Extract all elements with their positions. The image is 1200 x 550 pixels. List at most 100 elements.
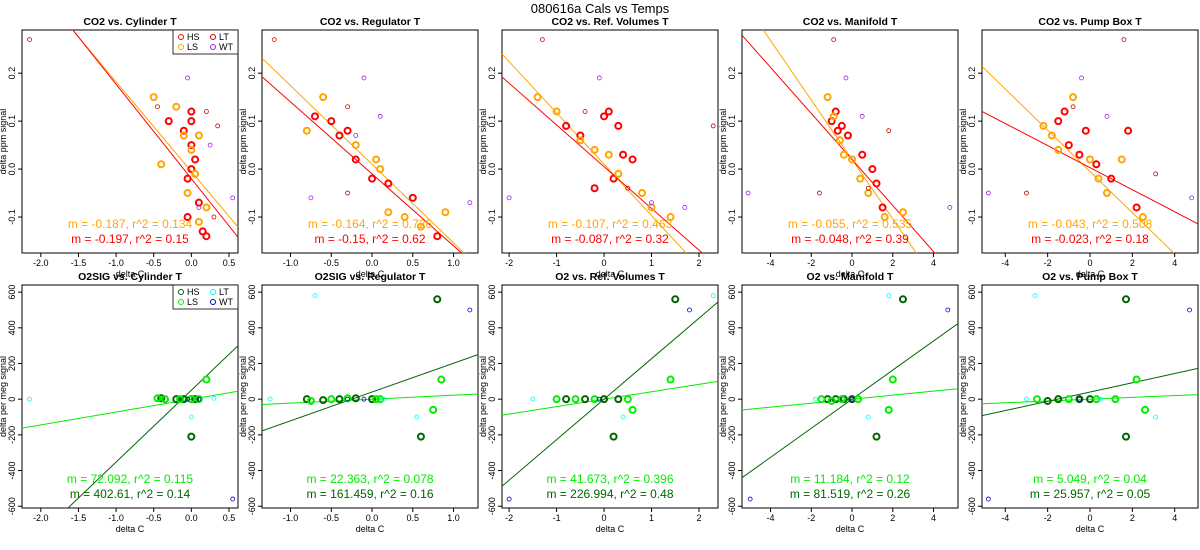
data-point-hs [878, 203, 887, 212]
legend-label: HS [187, 287, 200, 297]
legend-marker [178, 44, 184, 50]
regression-line-1 [502, 53, 687, 253]
data-point-hs [335, 395, 344, 404]
stat-text-2: m = -0.197, r^2 = 0.15 [71, 232, 189, 246]
regression-line-2 [982, 367, 1198, 417]
data-point-wt [506, 195, 512, 201]
data-point-hs [600, 112, 609, 121]
data-point-ls [856, 174, 865, 183]
x-tick-label: -4 [767, 513, 775, 523]
data-point-wt [196, 205, 202, 210]
data-point-hs [433, 295, 442, 304]
x-tick-label: -2 [1044, 258, 1052, 268]
data-point-wt [1187, 307, 1192, 313]
y-tick-label: 200 [7, 356, 17, 371]
data-point-ls [1117, 155, 1126, 164]
y-axis-label: delta per meg signal [0, 356, 8, 437]
data-point-wt [649, 200, 654, 206]
y-tick-label: -600 [7, 497, 17, 515]
legend-box [172, 29, 239, 55]
data-point-hs [671, 295, 680, 304]
panel-title: O2SIG vs. Regulator T [315, 271, 426, 283]
data-point-wt [506, 496, 512, 502]
data-point-wt [377, 113, 383, 119]
x-tick-label: -0.5 [146, 258, 162, 268]
data-point-hs [183, 213, 192, 222]
data-point-lt [267, 396, 273, 402]
data-point-ls [351, 141, 360, 150]
legend-marker [210, 289, 216, 295]
y-tick-label: 0 [247, 397, 257, 402]
x-tick-label: -1.5 [71, 258, 87, 268]
data-point-hs [187, 432, 196, 441]
data-point-hs [1075, 395, 1084, 404]
stat-text-2: m = 81.519, r^2 = 0.26 [790, 487, 911, 501]
data-point-ls [179, 131, 188, 140]
y-tick-label: 400 [967, 320, 977, 335]
x-axis-label: delta C [356, 524, 385, 534]
data-point-hs [562, 395, 571, 404]
data-point-lt [865, 414, 871, 420]
plot-area [262, 37, 473, 253]
legend-label: LT [219, 287, 229, 297]
legend-marker [178, 289, 184, 295]
y-tick-label: -600 [487, 497, 497, 515]
regression-line-1 [982, 394, 1198, 405]
data-point-ls [160, 395, 169, 404]
stat-text-1: m = 22.363, r^2 = 0.078 [306, 472, 433, 486]
y-tick-label: 0.2 [727, 67, 737, 80]
data-point-wt [345, 396, 350, 402]
legend-label: LT [219, 32, 229, 42]
data-point-wt [1104, 113, 1110, 119]
data-point-ls [854, 395, 863, 404]
data-point-hs [183, 174, 192, 183]
x-tick-label: -0.5 [324, 258, 340, 268]
data-point-lt [27, 396, 32, 402]
x-tick-label: 2 [890, 258, 895, 268]
data-point-hs [837, 121, 846, 130]
data-point-hs [157, 394, 166, 403]
x-axis-label: delta C [836, 524, 865, 534]
plot-area [262, 293, 478, 441]
y-tick-label: -200 [727, 426, 737, 444]
data-point-hs [327, 117, 336, 126]
data-point-ls [888, 375, 897, 384]
stat-text-2: m = -0.087, r^2 = 0.32 [551, 232, 669, 246]
y-axis-label: delta per meg signal [478, 356, 488, 437]
data-point-wt [985, 496, 991, 502]
data-point-wt [361, 396, 367, 402]
x-tick-label: -0.5 [146, 513, 162, 523]
y-tick-label: 600 [967, 285, 977, 300]
regression-line-1 [982, 65, 1175, 253]
legend-label: WT [219, 42, 233, 52]
data-point-ls [552, 395, 561, 404]
regression-line-2 [982, 110, 1198, 225]
x-tick-label: -4 [1001, 513, 1009, 523]
x-tick-label: 0 [602, 513, 607, 523]
data-point-hs [172, 395, 181, 404]
data-point-ls [327, 395, 336, 404]
data-point-lt [312, 293, 318, 299]
data-point-lt [831, 37, 837, 42]
data-point-hs [868, 165, 877, 174]
y-tick-label: 0.0 [487, 163, 497, 176]
data-point-hs [1043, 396, 1052, 405]
legend-label: LS [187, 297, 198, 307]
y-axis-label: delta ppm signal [478, 109, 488, 175]
y-tick-label: 0.0 [967, 163, 977, 176]
data-point-ls [1039, 121, 1048, 130]
data-point-ls [376, 395, 385, 404]
data-point-lt [530, 396, 536, 402]
y-tick-label: -0.1 [247, 209, 257, 225]
data-point-hs [628, 155, 637, 164]
data-point-hs [433, 232, 442, 241]
data-point-wt [207, 142, 213, 148]
x-tick-label: 4 [931, 513, 936, 523]
y-tick-label: 0.1 [727, 115, 737, 128]
data-point-ls [176, 395, 185, 404]
data-point-ls [898, 208, 907, 217]
stat-text-2: m = 402.61, r^2 = 0.14 [70, 487, 191, 501]
stat-text-1: m = -0.164, r^2 = 0.726 [308, 217, 433, 231]
data-point-lt [710, 123, 716, 129]
x-axis-label: delta C [356, 269, 385, 279]
